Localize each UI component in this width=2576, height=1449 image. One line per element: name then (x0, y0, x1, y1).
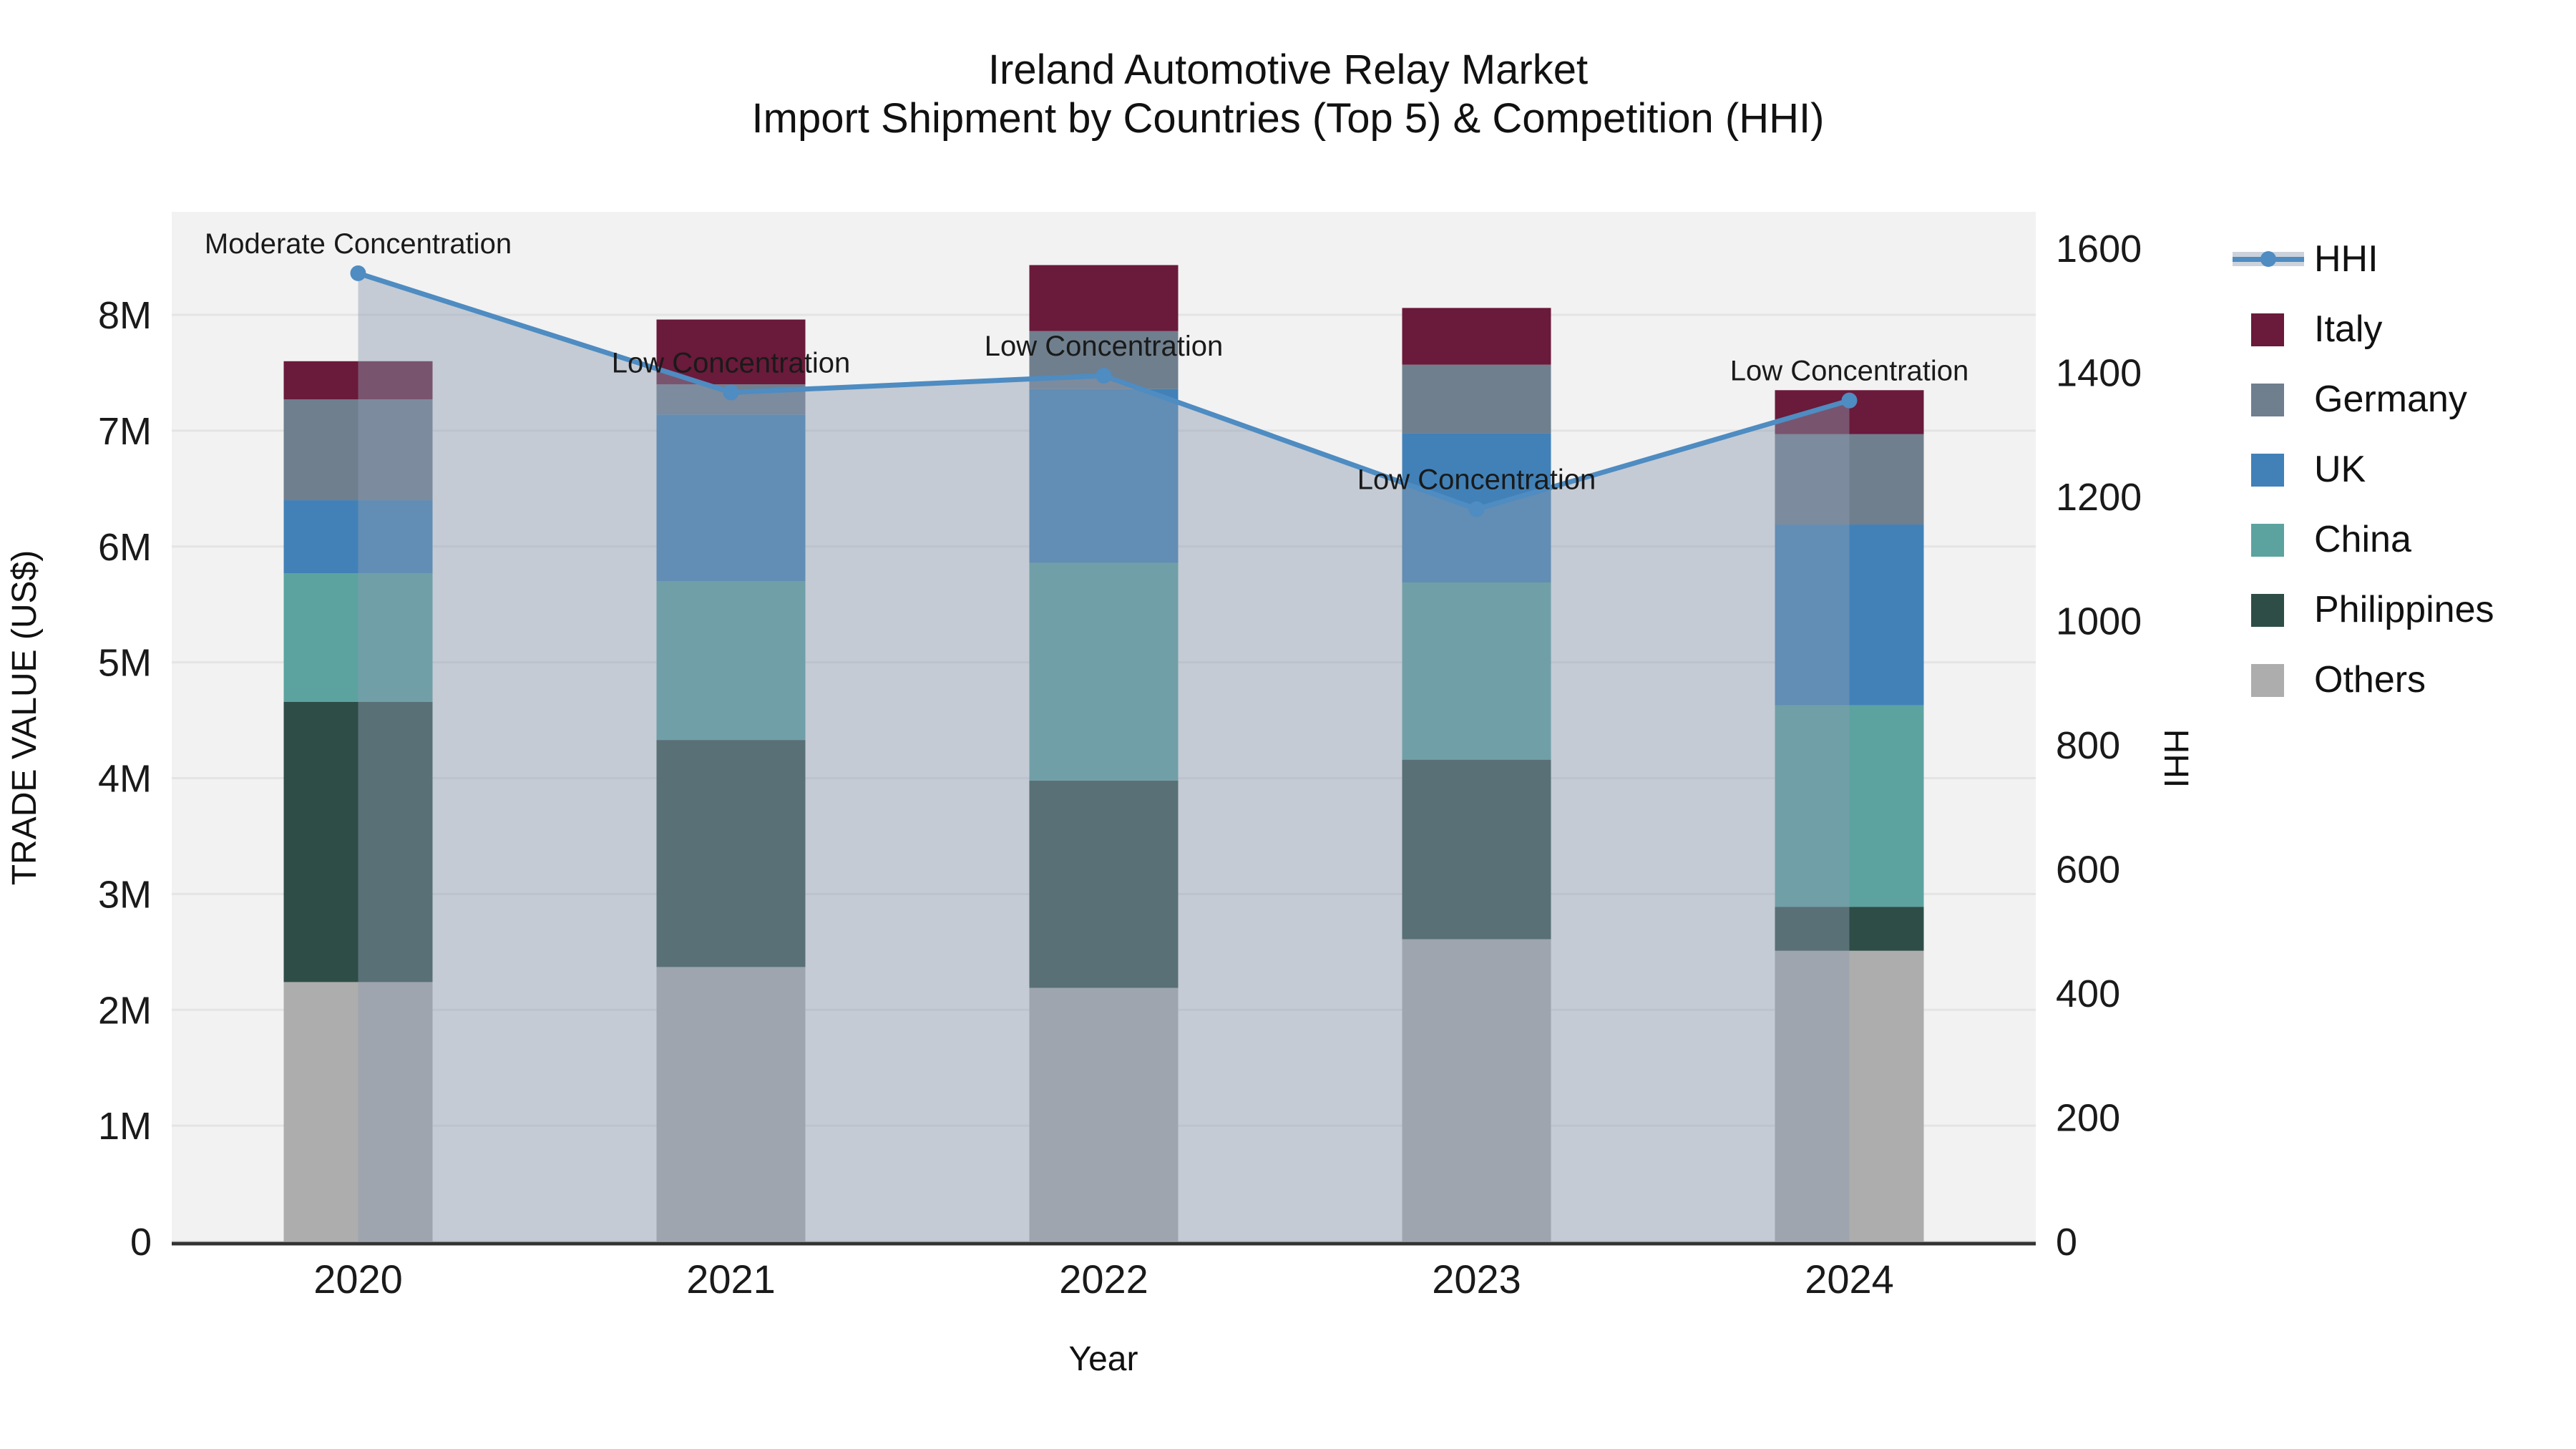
bar-segment-others-2024[interactable] (1775, 950, 1924, 1241)
y-left-tick: 7M (98, 410, 152, 453)
bar-segment-others-2022[interactable] (1029, 987, 1179, 1241)
x-tick-2020: 2020 (313, 1257, 403, 1302)
annotation-2024: Low Concentration (1730, 356, 1969, 387)
bar-segment-china-2023[interactable] (1402, 582, 1551, 760)
bar-segment-others-2021[interactable] (656, 967, 806, 1241)
annotation-2021: Low Concentration (612, 347, 851, 379)
bar-segment-germany-2024[interactable] (1775, 434, 1924, 525)
bar-segment-germany-2023[interactable] (1402, 364, 1551, 434)
philippines-swatch-icon (2233, 591, 2304, 628)
uk-swatch-icon (2233, 451, 2304, 488)
chart-title-line1: Ireland Automotive Relay Market (987, 47, 1589, 93)
y-left-tick: 0 (130, 1221, 152, 1264)
y-right-tick: 600 (2056, 849, 2120, 892)
bar-segment-uk-2024[interactable] (1775, 525, 1924, 706)
x-tick-2022: 2022 (1059, 1257, 1148, 1302)
y-right-tick: 0 (2056, 1221, 2077, 1264)
y-right-tick: 1200 (2056, 476, 2142, 519)
bar-segment-philippines-2024[interactable] (1775, 907, 1924, 951)
legend: HHI Italy Germany UK China Philippines O… (2233, 224, 2494, 715)
y-axis-title-right: HHI (2157, 728, 2195, 789)
bar-segment-italy-2021[interactable] (656, 319, 806, 385)
china-swatch-icon (2233, 521, 2304, 558)
y-right-tick: 200 (2056, 1097, 2120, 1140)
hhi-marker-2022[interactable] (1096, 367, 1112, 384)
legend-label: Germany (2314, 379, 2467, 420)
others-swatch-icon (2233, 661, 2304, 698)
bar-segment-uk-2022[interactable] (1029, 389, 1179, 563)
bar-segment-others-2023[interactable] (1402, 939, 1551, 1241)
bar-segment-philippines-2021[interactable] (656, 740, 806, 967)
bar-segment-china-2022[interactable] (1029, 562, 1179, 781)
legend-item-uk[interactable]: UK (2233, 434, 2494, 504)
legend-item-italy[interactable]: Italy (2233, 294, 2494, 364)
y-axis-title-left: TRADE VALUE (US$) (6, 550, 44, 886)
hhi-marker-2021[interactable] (723, 384, 739, 401)
legend-item-philippines[interactable]: Philippines (2233, 575, 2494, 645)
bar-segment-uk-2020[interactable] (283, 500, 433, 574)
legend-label: China (2314, 519, 2411, 560)
x-axis-title: Year (1068, 1340, 1138, 1378)
bar-segment-china-2021[interactable] (656, 581, 806, 741)
bar-segment-china-2024[interactable] (1775, 705, 1924, 907)
hhi-marker-2023[interactable] (1468, 501, 1485, 517)
bar-segment-china-2020[interactable] (283, 573, 433, 702)
legend-item-hhi[interactable]: HHI (2233, 224, 2494, 294)
y-left-tick: 4M (98, 758, 152, 801)
legend-label: HHI (2314, 238, 2379, 280)
annotation-2023: Low Concentration (1357, 464, 1596, 495)
y-left-tick: 1M (98, 1105, 152, 1148)
legend-label: Others (2314, 659, 2426, 701)
hhi-marker-2024[interactable] (1841, 392, 1858, 409)
bar-segment-germany-2020[interactable] (283, 399, 433, 501)
annotation-2020: Moderate Concentration (205, 228, 512, 260)
legend-item-germany[interactable]: Germany (2233, 364, 2494, 434)
bar-segment-others-2020[interactable] (283, 982, 433, 1241)
bar-segment-philippines-2023[interactable] (1402, 759, 1551, 940)
hhi-marker-2020[interactable] (350, 265, 366, 281)
bar-segment-philippines-2020[interactable] (283, 701, 433, 982)
bar-segment-philippines-2022[interactable] (1029, 780, 1179, 988)
y-right-tick: 1400 (2056, 352, 2142, 395)
bar-segment-italy-2022[interactable] (1029, 265, 1179, 331)
y-left-tick: 5M (98, 642, 152, 685)
x-tick-2021: 2021 (686, 1257, 776, 1302)
italy-swatch-icon (2233, 311, 2304, 348)
y-left-tick: 8M (98, 294, 152, 337)
hhi-line-swatch-icon (2233, 240, 2304, 278)
legend-item-china[interactable]: China (2233, 504, 2494, 575)
y-right-tick: 400 (2056, 972, 2120, 1015)
y-left-tick: 6M (98, 526, 152, 569)
legend-item-others[interactable]: Others (2233, 645, 2494, 715)
legend-label: Italy (2314, 308, 2383, 350)
y-right-tick: 800 (2056, 724, 2120, 767)
bar-segment-italy-2020[interactable] (283, 361, 433, 400)
x-tick-2023: 2023 (1432, 1257, 1521, 1302)
y-left-tick: 2M (98, 989, 152, 1032)
chart-title-line2: Import Shipment by Countries (Top 5) & C… (751, 95, 1825, 142)
bar-segment-uk-2021[interactable] (656, 414, 806, 582)
y-right-tick: 1000 (2056, 600, 2142, 643)
annotation-2022: Low Concentration (985, 331, 1224, 362)
bar-segment-italy-2023[interactable] (1402, 308, 1551, 365)
legend-label: UK (2314, 449, 2366, 490)
y-right-tick: 1600 (2056, 228, 2142, 270)
y-left-tick: 3M (98, 873, 152, 916)
x-tick-2024: 2024 (1805, 1257, 1894, 1302)
chart-title: Ireland Automotive Relay Market Import S… (0, 46, 2576, 143)
legend-label: Philippines (2314, 589, 2494, 630)
germany-swatch-icon (2233, 381, 2304, 418)
